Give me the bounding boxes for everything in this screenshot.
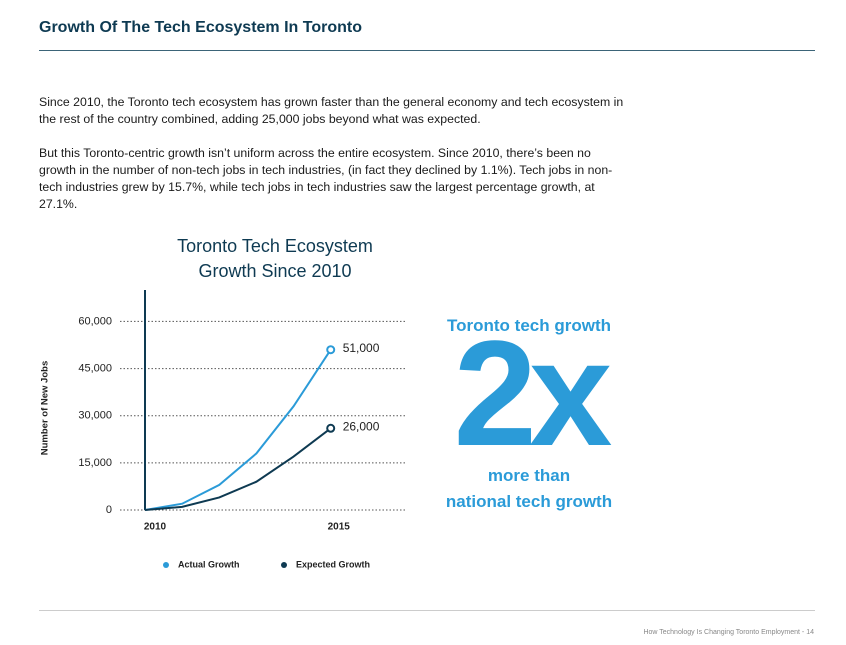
paragraph: Since 2010, the Toronto tech ecosystem h… [39,95,624,126]
y-axis-label: Number of New Jobs [40,361,51,456]
y-tick-label: 60,000 [78,315,112,327]
y-tick-label: 30,000 [78,410,112,422]
y-tick-label: 45,000 [78,362,112,374]
x-tick-label: 2010 [144,522,167,533]
legend-label: Actual Growth [178,559,240,569]
line [144,427,332,511]
legend-label: Expected Growth [296,559,370,569]
footer-rule [39,610,815,611]
y-tick-label: 0 [106,504,112,516]
paragraph: But this Toronto-centric growth isn’t un… [39,146,613,211]
chart-title: Toronto Tech Ecosystem Growth Since 2010 [177,236,373,281]
callout-big: 2x [453,309,613,477]
x-tick-label: 2015 [328,522,351,533]
legend-marker [163,562,169,568]
page-title: Growth Of The Tech Ecosystem In Toronto [39,19,362,36]
callout-top: Toronto tech growth [447,316,611,335]
callout-line: national tech growth [445,492,613,511]
footer: How Technology Is Changing Toronto Emplo… [643,629,814,636]
value-label: 26,000 [343,419,380,433]
value-label: 51,000 [343,341,380,355]
callout-line: more than [487,466,571,485]
point [326,423,336,433]
legend-marker [281,562,287,568]
line [144,349,332,511]
title-rule [39,50,815,51]
y-tick-label: 15,000 [78,457,112,469]
point [326,345,336,355]
